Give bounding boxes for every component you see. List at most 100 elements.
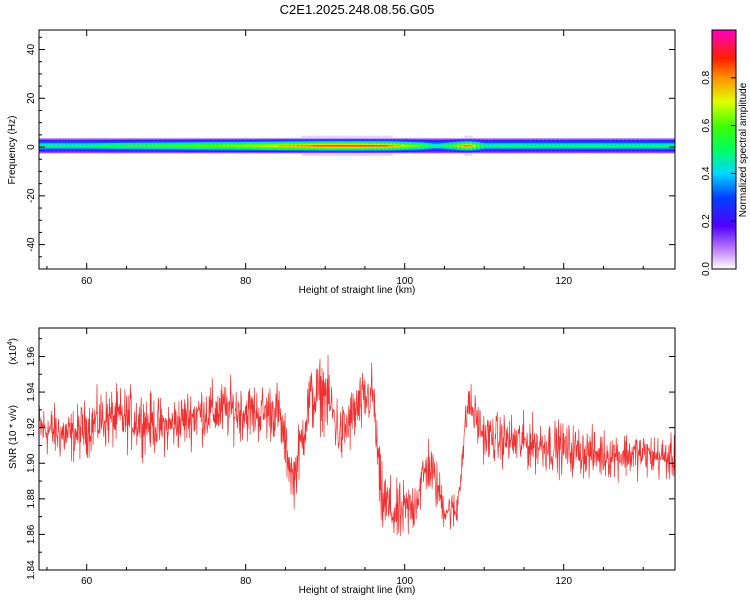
spectral-band-cell [134, 145, 139, 147]
colorbar-label: Normalized spectral amplitude [738, 82, 749, 217]
spectrogram-xtick-label: 60 [81, 276, 93, 287]
snr-xtick-label: 60 [81, 576, 93, 587]
spectral-band-cell [146, 145, 151, 147]
spectrogram-panel: 60 80 100 120 40 20 0 -20 -40 Height of straight… [7, 29, 676, 296]
spectral-band-cell [559, 144, 564, 147]
spectral-band-cell [639, 144, 644, 147]
spectral-band-cell [325, 145, 330, 147]
spectral-band-cell [496, 144, 501, 147]
snr-ytick-label: 1.96 [26, 346, 37, 366]
spectral-band-cell [281, 145, 286, 147]
spectral-band-cell [213, 144, 219, 148]
spectral-band-cell [563, 144, 568, 147]
chart-title: C2E1.2025.248.08.56.G05 [280, 2, 435, 17]
spectral-band-cell [631, 144, 636, 147]
spectral-band-cell [448, 145, 453, 147]
spectral-band-cell [58, 144, 64, 147]
spectral-band-cell [46, 144, 52, 147]
spectrogram-frame [38, 29, 676, 270]
spectral-band-cell [118, 144, 123, 148]
spectral-band-cell [508, 144, 513, 147]
spectral-band-cell [78, 144, 84, 147]
spectral-band-cell [643, 144, 648, 147]
spectral-band-cell [623, 144, 628, 147]
snr-yscale-note: (x104) [7, 338, 19, 365]
spectral-band-cell [571, 144, 576, 147]
spectrogram-ylabel: Frequency (Hz) [7, 116, 18, 185]
spectral-band-cell [460, 145, 465, 147]
spectral-band-cell [408, 145, 413, 147]
spectral-band-cell [555, 144, 561, 147]
spectral-band-cell [444, 145, 449, 147]
spectral-band-cell [229, 145, 235, 147]
spectral-band-cell [635, 144, 640, 147]
spectral-band-cell [607, 144, 612, 147]
snr-series-line [39, 354, 675, 536]
spectral-band-cell [400, 144, 405, 147]
spectral-band-cell [500, 144, 505, 147]
spectral-band-cell [647, 144, 652, 147]
snr-xtick-label: 120 [555, 576, 572, 587]
spectral-band-cell [194, 144, 199, 147]
spectral-band-cell [364, 145, 370, 147]
snr-ylabel: SNR (10 * v/v) [8, 405, 19, 469]
spectral-band-cell [114, 144, 119, 148]
spectral-band-cell [420, 145, 425, 147]
spectral-band-cell [42, 144, 48, 147]
spectral-band-cell [663, 144, 668, 147]
spectrogram-ytick-label: -20 [26, 188, 37, 203]
spectral-band-cell [289, 145, 294, 147]
colorbar-gradient [711, 29, 737, 270]
spectral-band-cell [317, 145, 322, 147]
spectral-band-cell [667, 144, 672, 147]
snr-xlabel: Height of straight line (km) [299, 585, 416, 596]
spectral-band-cell [225, 145, 231, 147]
spectral-band-cell [66, 144, 72, 147]
spectral-band-cell [543, 144, 549, 147]
snr-yscale-close: ) [8, 338, 19, 341]
colorbar-tick-label: 0.6 [701, 118, 712, 132]
spectral-band-cell [567, 144, 572, 147]
spectral-band-cell [349, 145, 354, 147]
spectral-band-cell [468, 145, 473, 147]
spectral-band-cell [480, 145, 485, 147]
spectral-band-cell [412, 145, 417, 147]
spectrogram-xtick-label: 120 [555, 276, 572, 287]
spectral-band-cell [39, 144, 44, 147]
colorbar-tick-label: 0.8 [701, 70, 712, 84]
colorbar-ticks: 0.0 0.2 0.4 0.6 0.8 [701, 70, 736, 276]
spectral-band-cell [74, 144, 80, 147]
spectrogram-ytick-label: -40 [26, 237, 37, 252]
spectrogram-xlabel: Height of straight line (km) [299, 285, 416, 296]
spectral-band-cell [372, 145, 378, 147]
spectral-band-cell [341, 145, 346, 147]
spectrogram-ytick-label: 0 [26, 144, 37, 150]
snr-ytick-label: 1.94 [26, 382, 37, 402]
snr-plot-area [39, 328, 675, 570]
spectral-band-cell [396, 145, 402, 147]
spectrogram-ytick-label: 20 [26, 92, 37, 104]
spectral-band-cell [519, 144, 525, 147]
spectral-band-cell [245, 145, 250, 147]
colorbar-tick-label: 0.2 [701, 214, 712, 228]
spectral-band-cell [98, 144, 103, 147]
spectral-band-cell [269, 144, 274, 147]
spectral-band-cell [523, 144, 529, 147]
snr-yscale-label: (x10 [8, 345, 19, 365]
spectral-band-cell [440, 144, 445, 147]
spectral-band-cell [535, 144, 541, 147]
spectrogram-xtick-label: 100 [396, 276, 413, 287]
spectral-band-cell [384, 145, 390, 147]
spectral-band-cell [539, 144, 545, 147]
spectral-band-cell [504, 144, 509, 147]
snr-frame [38, 327, 676, 571]
spectral-band-cell [527, 144, 533, 147]
spectral-band-cell [257, 145, 262, 147]
spectral-band-cell [241, 145, 246, 147]
snr-ytick-label: 1.92 [26, 417, 37, 437]
spectral-band-cell [333, 145, 338, 147]
spectral-band-cell [603, 144, 608, 147]
spectral-band-cell [599, 144, 604, 147]
spectral-band-cell [205, 144, 211, 147]
spectral-band-cell [221, 145, 227, 147]
